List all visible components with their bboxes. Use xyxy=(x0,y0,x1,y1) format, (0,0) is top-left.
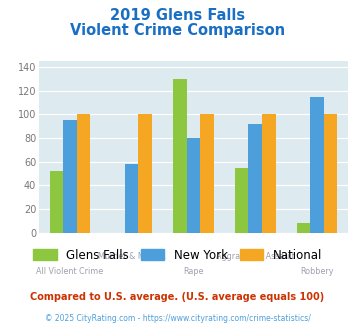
Bar xyxy=(262,114,275,233)
Bar xyxy=(138,114,152,233)
Bar xyxy=(310,97,324,233)
Bar xyxy=(324,114,337,233)
Bar xyxy=(200,114,214,233)
Text: 2019 Glens Falls: 2019 Glens Falls xyxy=(110,8,245,23)
Bar xyxy=(297,223,310,233)
Text: Violent Crime Comparison: Violent Crime Comparison xyxy=(70,23,285,38)
Text: © 2025 CityRating.com - https://www.cityrating.com/crime-statistics/: © 2025 CityRating.com - https://www.city… xyxy=(45,314,310,323)
Bar xyxy=(125,164,138,233)
Text: Murder & Mans...: Murder & Mans... xyxy=(98,252,166,261)
Bar xyxy=(173,79,187,233)
Bar xyxy=(248,124,262,233)
Bar xyxy=(50,171,63,233)
Text: All Violent Crime: All Violent Crime xyxy=(36,267,104,276)
Bar xyxy=(63,120,77,233)
Bar xyxy=(77,114,90,233)
Text: Rape: Rape xyxy=(183,267,204,276)
Bar xyxy=(187,138,200,233)
Text: Compared to U.S. average. (U.S. average equals 100): Compared to U.S. average. (U.S. average … xyxy=(31,292,324,302)
Text: Aggravated Assault: Aggravated Assault xyxy=(216,252,295,261)
Bar xyxy=(235,168,248,233)
Text: Robbery: Robbery xyxy=(300,267,334,276)
Legend: Glens Falls, New York, National: Glens Falls, New York, National xyxy=(28,244,327,266)
